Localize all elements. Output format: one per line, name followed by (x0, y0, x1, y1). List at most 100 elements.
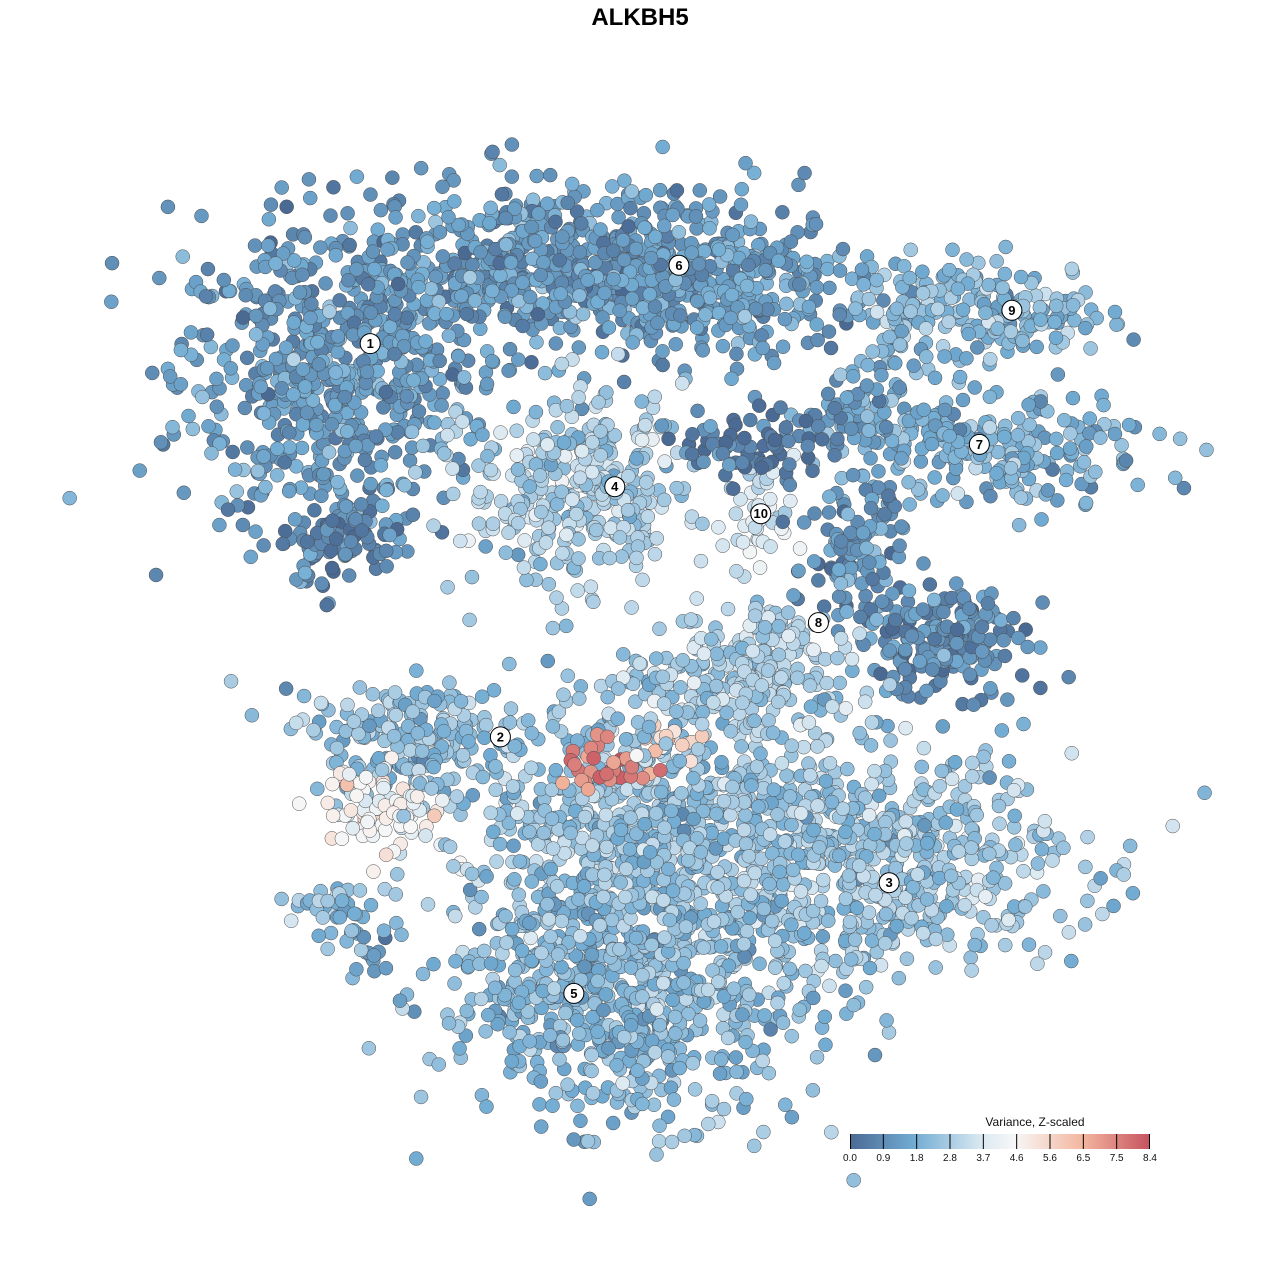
data-point (540, 437, 555, 452)
data-point (688, 209, 704, 224)
data-point (640, 509, 656, 524)
data-point (1006, 610, 1021, 626)
data-point (919, 683, 934, 699)
data-point (334, 831, 350, 846)
data-point (132, 463, 147, 478)
data-point (427, 693, 442, 709)
data-point (777, 311, 793, 327)
data-point (820, 261, 835, 277)
data-point (341, 568, 357, 583)
data-point (915, 926, 931, 941)
data-point (482, 215, 497, 231)
data-point (841, 868, 857, 883)
data-point (262, 301, 278, 316)
data-point (277, 523, 293, 539)
data-point (540, 653, 556, 669)
data-point (1122, 838, 1138, 854)
data-point (728, 506, 744, 521)
data-point (459, 1003, 474, 1019)
data-point (910, 867, 925, 882)
data-point (292, 285, 308, 300)
data-point (426, 759, 441, 775)
data-point (1008, 837, 1023, 852)
data-point (441, 209, 456, 225)
data-point (997, 648, 1013, 664)
data-point (888, 612, 903, 628)
data-point (949, 802, 965, 817)
data-point (967, 380, 982, 395)
data-point (821, 505, 837, 520)
data-point (877, 936, 893, 951)
data-point (615, 233, 631, 248)
data-point (556, 435, 572, 450)
data-point (328, 365, 343, 380)
data-point (845, 467, 861, 483)
data-point (504, 169, 520, 184)
data-point (947, 754, 963, 770)
data-point (965, 769, 980, 784)
data-point (812, 840, 827, 855)
data-point (543, 929, 558, 944)
data-point (982, 632, 998, 647)
data-point (574, 443, 590, 459)
data-point (199, 327, 215, 342)
data-point (950, 281, 966, 297)
data-point (747, 608, 763, 624)
data-point (859, 378, 875, 393)
data-point (1076, 455, 1092, 470)
data-point (874, 594, 890, 609)
data-point (869, 304, 885, 320)
data-point (1078, 320, 1093, 336)
data-point (739, 278, 755, 294)
data-point (832, 263, 848, 278)
data-point (752, 560, 768, 575)
data-point (524, 219, 539, 235)
data-point (656, 975, 671, 991)
data-point (387, 445, 403, 460)
data-point (996, 633, 1011, 648)
data-point (807, 506, 822, 521)
data-point (615, 1076, 630, 1091)
data-point (553, 286, 568, 301)
data-point (647, 546, 663, 562)
data-point (928, 960, 943, 975)
data-point (582, 1191, 597, 1207)
data-point (483, 462, 499, 478)
data-point (1130, 477, 1145, 493)
data-point (623, 1018, 639, 1033)
data-point (337, 389, 352, 405)
data-point (698, 307, 713, 322)
data-point (542, 167, 558, 183)
data-point (268, 351, 284, 367)
data-point (479, 376, 495, 392)
data-point (420, 897, 436, 912)
data-point (889, 918, 905, 934)
data-point (238, 288, 253, 303)
data-point (342, 767, 357, 782)
data-point (660, 1049, 676, 1064)
data-point (1014, 668, 1030, 683)
data-point (784, 917, 799, 933)
data-point (1077, 917, 1093, 932)
data-point (324, 417, 340, 432)
data-point (1036, 884, 1051, 899)
data-point (949, 576, 964, 591)
data-point (363, 476, 378, 492)
data-point (397, 478, 412, 493)
data-point (964, 963, 979, 978)
data-point (955, 302, 971, 318)
data-point (942, 428, 957, 444)
data-point (548, 336, 564, 351)
data-point (606, 271, 621, 287)
data-point (703, 419, 718, 434)
data-point (1107, 426, 1123, 442)
data-point (198, 289, 214, 304)
data-point (1062, 441, 1078, 456)
data-point (936, 648, 952, 663)
data-point (665, 207, 681, 223)
data-point (390, 867, 405, 882)
data-point (743, 214, 759, 229)
data-point (881, 488, 896, 504)
data-point (357, 452, 373, 468)
data-point (486, 824, 501, 840)
